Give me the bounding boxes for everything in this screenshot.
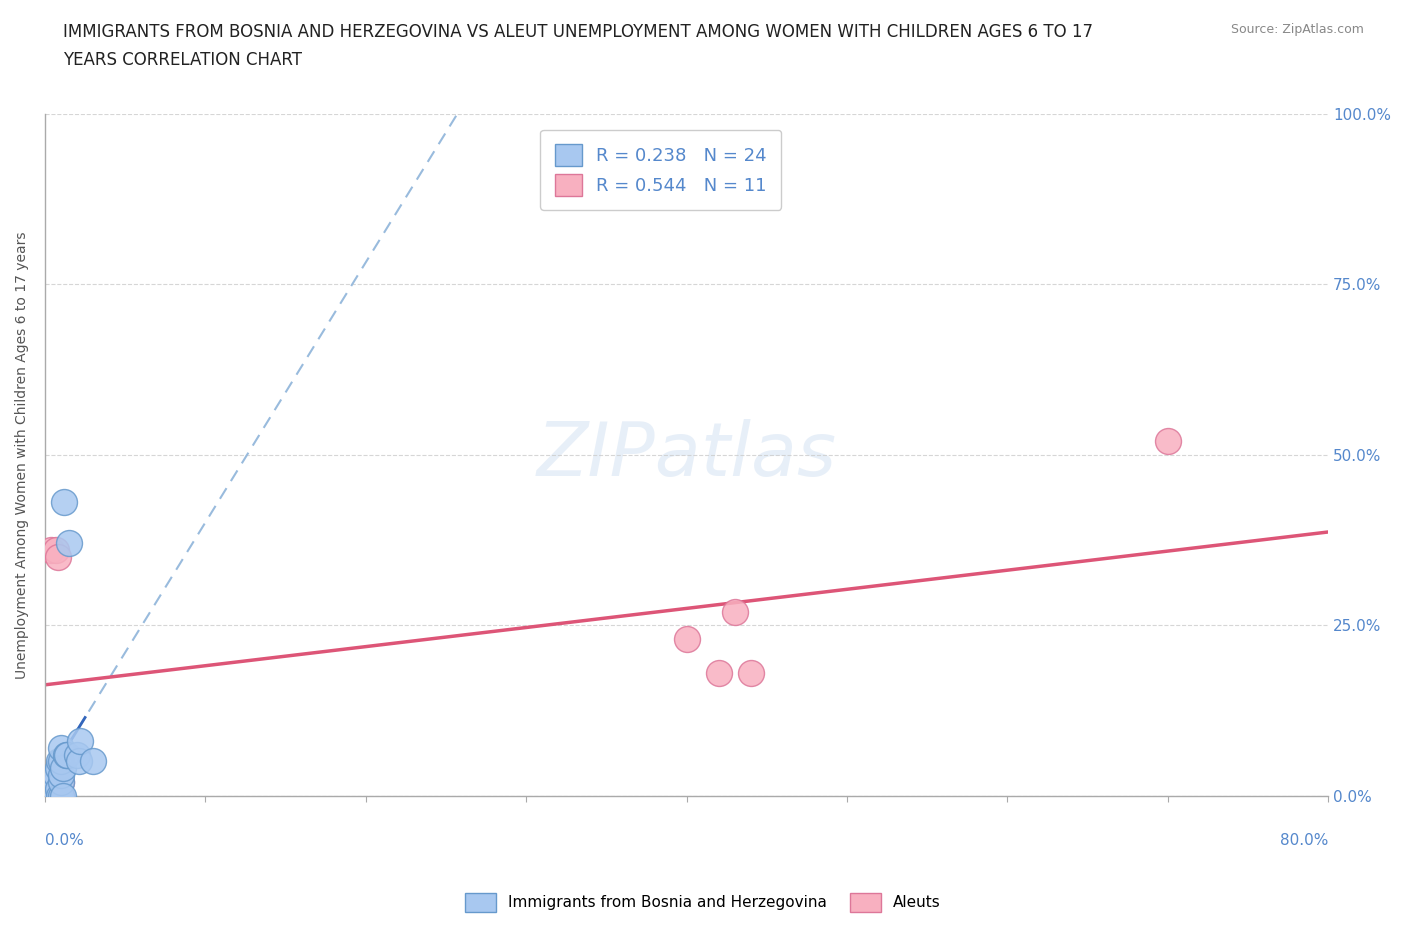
Point <box>45 775 67 790</box>
Point <box>46 550 69 565</box>
Point <box>48 788 70 803</box>
Y-axis label: Unemployment Among Women with Children Ages 6 to 17 years: Unemployment Among Women with Children A… <box>15 231 30 679</box>
Legend: Immigrants from Bosnia and Herzegovina, Aleuts: Immigrants from Bosnia and Herzegovina, … <box>460 887 946 918</box>
Point <box>45 543 67 558</box>
Text: Source: ZipAtlas.com: Source: ZipAtlas.com <box>1230 23 1364 36</box>
Point <box>41 543 63 558</box>
Point <box>49 740 72 755</box>
Point <box>46 761 69 776</box>
Point <box>53 495 76 510</box>
Point <box>55 747 77 762</box>
Point <box>52 788 75 803</box>
Point <box>46 781 69 796</box>
Text: 0.0%: 0.0% <box>45 833 84 848</box>
Point <box>44 788 66 803</box>
Point <box>52 761 75 776</box>
Point <box>49 788 72 803</box>
Point <box>69 734 91 749</box>
Point <box>42 781 65 796</box>
Point <box>58 536 80 551</box>
Point <box>48 788 70 803</box>
Point <box>1157 433 1180 448</box>
Point <box>38 788 60 803</box>
Point <box>48 754 70 769</box>
Point <box>49 775 72 790</box>
Text: 80.0%: 80.0% <box>1279 833 1329 848</box>
Point <box>675 631 697 646</box>
Text: IMMIGRANTS FROM BOSNIA AND HERZEGOVINA VS ALEUT UNEMPLOYMENT AMONG WOMEN WITH CH: IMMIGRANTS FROM BOSNIA AND HERZEGOVINA V… <box>63 23 1094 41</box>
Point <box>724 604 747 619</box>
Point <box>66 747 89 762</box>
Point <box>49 788 72 803</box>
Text: ZIPatlas: ZIPatlas <box>537 418 837 491</box>
Legend: R = 0.238   N = 24, R = 0.544   N = 11: R = 0.238 N = 24, R = 0.544 N = 11 <box>540 130 782 210</box>
Point <box>67 754 90 769</box>
Point <box>49 767 72 782</box>
Point <box>82 754 104 769</box>
Point <box>707 665 730 680</box>
Point <box>49 775 72 790</box>
Point <box>49 754 72 769</box>
Point <box>56 747 79 762</box>
Point <box>45 767 67 782</box>
Text: YEARS CORRELATION CHART: YEARS CORRELATION CHART <box>63 51 302 69</box>
Point <box>740 665 762 680</box>
